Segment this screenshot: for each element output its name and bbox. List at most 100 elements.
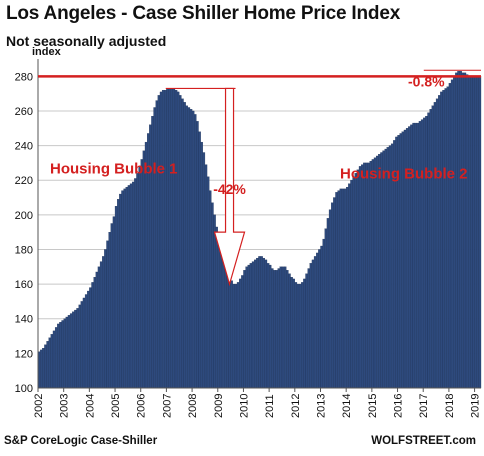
bar — [69, 313, 73, 389]
bar — [127, 185, 131, 389]
bar — [155, 100, 158, 389]
bar — [52, 330, 56, 389]
bar — [373, 157, 377, 389]
bar — [157, 95, 161, 389]
bar — [102, 256, 105, 389]
bar — [339, 188, 343, 389]
bar — [335, 192, 338, 389]
bar — [290, 277, 293, 389]
bar — [181, 98, 184, 389]
x-tick-label: 2009 — [213, 394, 225, 418]
bar — [211, 202, 214, 389]
bar — [191, 110, 195, 389]
bar — [187, 107, 191, 389]
bar — [91, 282, 94, 389]
y-tick-label: 280 — [15, 71, 33, 83]
bar — [266, 263, 270, 389]
bar — [74, 309, 77, 389]
bar — [87, 290, 90, 389]
chart-title: Los Angeles - Case Shiller Home Price In… — [6, 3, 401, 24]
bar — [217, 235, 221, 389]
bar — [384, 148, 387, 389]
bar — [232, 283, 236, 389]
bar — [61, 320, 64, 389]
bar — [57, 323, 60, 389]
x-tick-label: 2006 — [136, 394, 148, 418]
bar — [166, 88, 169, 389]
y-tick-label: 200 — [15, 210, 33, 222]
bar — [461, 72, 465, 389]
bar — [453, 76, 456, 389]
bar — [221, 254, 225, 389]
bar — [273, 270, 276, 389]
y-tick-label: 220 — [15, 175, 33, 187]
bar — [262, 257, 266, 389]
bar — [89, 287, 92, 389]
bar — [435, 98, 439, 389]
bar — [414, 122, 417, 389]
bar — [142, 150, 146, 389]
bar — [363, 162, 366, 389]
bar — [423, 117, 426, 389]
bar — [110, 223, 114, 389]
bar — [198, 131, 201, 389]
bar — [463, 72, 467, 389]
bar — [46, 341, 49, 389]
bar — [318, 249, 321, 389]
bar — [474, 76, 477, 389]
bar — [386, 147, 390, 389]
bar — [132, 181, 135, 389]
bar — [209, 190, 212, 389]
bar — [39, 349, 43, 389]
bar — [241, 275, 244, 389]
bar — [260, 256, 263, 389]
bar — [247, 264, 251, 389]
x-tick-label: 2015 — [367, 394, 379, 418]
bar — [470, 76, 473, 389]
bar — [48, 337, 51, 389]
bar — [283, 266, 287, 389]
bar — [382, 150, 385, 389]
bar — [183, 102, 186, 389]
bar — [121, 190, 124, 389]
bar — [97, 266, 101, 389]
bar — [239, 278, 242, 389]
bar — [99, 261, 103, 389]
bar — [114, 206, 118, 389]
bar — [224, 263, 227, 389]
y-tick-label: 180 — [15, 244, 33, 256]
bar — [431, 105, 435, 389]
bar — [371, 159, 375, 389]
bar — [134, 178, 137, 389]
bar — [346, 186, 349, 389]
bar — [468, 76, 471, 389]
bar — [161, 90, 165, 389]
bar — [144, 141, 148, 389]
bar — [84, 294, 88, 389]
x-tick-label: 2002 — [33, 394, 45, 418]
bar — [153, 107, 156, 389]
bar — [117, 199, 120, 389]
bar — [234, 283, 238, 389]
bar — [440, 91, 443, 389]
bar — [425, 115, 428, 389]
bar — [286, 270, 289, 389]
bar — [228, 275, 231, 389]
bar — [378, 154, 381, 389]
bar — [76, 308, 79, 389]
bar — [305, 273, 308, 389]
bar — [418, 121, 422, 389]
bar — [313, 256, 317, 389]
bar — [343, 188, 347, 389]
x-tick-label: 2005 — [110, 394, 122, 418]
bar — [251, 261, 255, 389]
x-tick-label: 2013 — [315, 394, 327, 418]
bar — [206, 176, 210, 389]
bar — [324, 228, 328, 389]
y-tick-label: 240 — [15, 141, 33, 153]
bar — [140, 159, 144, 389]
x-tick-label: 2007 — [161, 394, 173, 418]
bar — [42, 348, 45, 389]
